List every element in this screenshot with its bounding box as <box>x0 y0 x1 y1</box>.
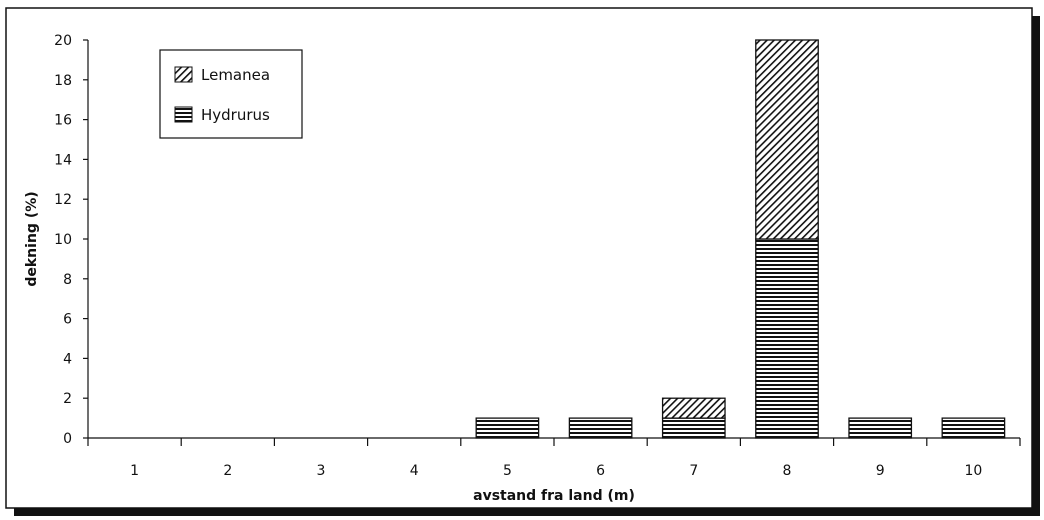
legend-box <box>159 49 303 139</box>
y-tick-label: 14 <box>54 152 72 168</box>
legend-label-hydrurus: Hydrurus <box>201 106 270 124</box>
x-tick-label: 6 <box>596 463 605 479</box>
y-tick-label: 8 <box>63 272 72 288</box>
bar-hydrurus-9 <box>848 417 913 439</box>
x-tick-label: 5 <box>503 463 512 479</box>
y-tick-label: 0 <box>63 431 72 447</box>
y-tick-label: 12 <box>54 192 72 208</box>
x-tick-label: 7 <box>689 463 698 479</box>
x-tick-label: 2 <box>223 463 232 479</box>
x-tick-label: 10 <box>964 463 982 479</box>
y-axis-title: dekning (%) <box>24 191 40 286</box>
legend-label-lemanea: Lemanea <box>201 66 270 84</box>
bars <box>475 39 1006 439</box>
y-tick-label: 16 <box>54 113 72 129</box>
y-tick-label: 10 <box>54 232 72 248</box>
legend-swatch-lemanea <box>174 66 193 83</box>
legend-swatch-hydrurus <box>174 106 193 123</box>
x-axis-title: avstand fra land (m) <box>473 488 635 504</box>
y-tick-label: 2 <box>63 391 72 407</box>
bar-hydrurus-8 <box>755 238 819 439</box>
bar-lemanea-7 <box>661 397 726 419</box>
bar-lemanea-8 <box>755 39 819 240</box>
y-tick-label: 6 <box>63 312 72 328</box>
bar-hydrurus-10 <box>941 417 1006 439</box>
bar-hydrurus-6 <box>568 417 633 439</box>
x-tick-label: 1 <box>130 463 139 479</box>
x-tick-label: 9 <box>876 463 885 479</box>
y-tick-label: 18 <box>54 73 72 89</box>
legend: Lemanea Hydrurus <box>159 49 303 139</box>
x-tick-label: 8 <box>783 463 792 479</box>
y-ticks: 0 2 4 6 8 10 12 14 16 18 20 <box>54 33 88 447</box>
bar-hydrurus-7 <box>661 417 726 439</box>
x-tick-label: 4 <box>410 463 419 479</box>
x-tick-label: 3 <box>317 463 326 479</box>
bar-hydrurus-5 <box>475 417 540 439</box>
y-tick-label: 20 <box>54 33 72 49</box>
x-ticks: 1 2 3 4 5 6 7 8 9 10 <box>87 438 1021 479</box>
y-tick-label: 4 <box>63 351 72 367</box>
